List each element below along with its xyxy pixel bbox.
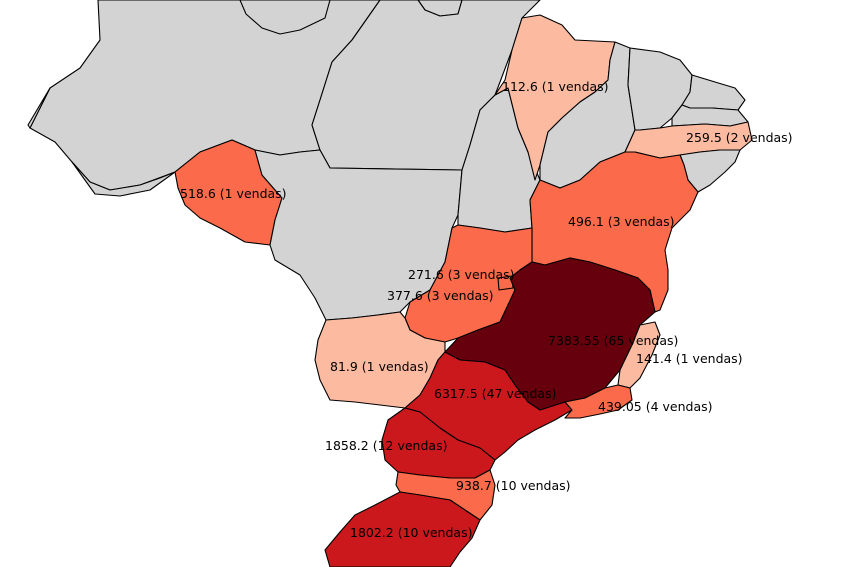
label-goias: 377.6 (3 vendas) (387, 288, 494, 303)
label-santa-catarina: 938.7 (10 vendas) (456, 478, 571, 493)
label-maranhao: 112.6 (1 vendas) (502, 79, 609, 94)
label-sao-paulo: 6317.5 (47 vendas) (434, 386, 556, 401)
state-rio-de-janeiro (564, 384, 633, 419)
label-parana: 1858.2 (12 vendas) (325, 438, 447, 453)
label-rondonia: 518.6 (1 vendas) (180, 186, 287, 201)
state-sao-paulo (404, 351, 573, 461)
label-distrito-federal: 271.6 (3 vendas) (408, 267, 515, 282)
label-bahia: 496.1 (3 vendas) (568, 214, 675, 229)
label-rio-grande-do-sul: 1802.2 (10 vendas) (350, 525, 472, 540)
state-shapes (27, 0, 753, 567)
label-espirito-santo: 141.4 (1 vendas) (636, 351, 743, 366)
label-pernambuco: 259.5 (2 vendas) (686, 130, 793, 145)
state-distrito-federal (497, 275, 514, 291)
state-foreign-west (27, 87, 51, 129)
state-labels: 112.6 (1 vendas) 259.5 (2 vendas) 518.6 … (180, 79, 793, 540)
label-minas-gerais: 7383.55 (65 vendas) (548, 333, 678, 348)
state-espirito-santo (617, 321, 661, 389)
state-roraima (239, 0, 331, 35)
label-rio-de-janeiro: 439.05 (4 vendas) (598, 399, 713, 414)
state-rio-grande-do-norte (681, 74, 746, 111)
state-acre (71, 161, 176, 197)
label-mato-grosso-do-sul: 81.9 (1 vendas) (330, 359, 429, 374)
state-rio-grande-do-sul (324, 491, 481, 567)
